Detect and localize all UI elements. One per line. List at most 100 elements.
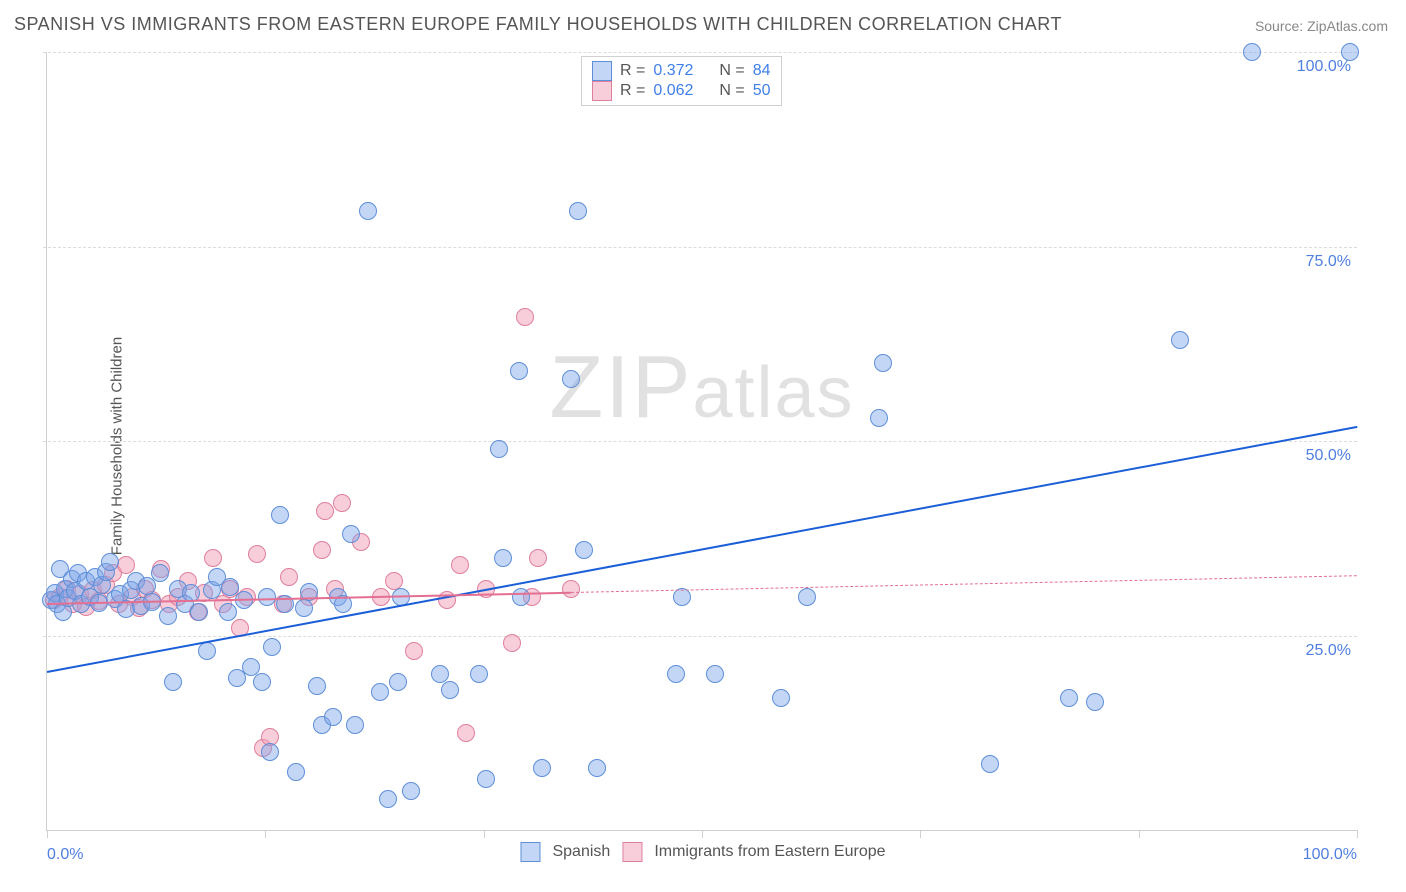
source-label: Source: ZipAtlas.com bbox=[1255, 18, 1388, 34]
n-value: 50 bbox=[753, 82, 771, 100]
scatter-point bbox=[457, 724, 475, 742]
regression-line bbox=[571, 575, 1357, 593]
scatter-point bbox=[313, 541, 331, 559]
correlation-info-box: R = 0.372 N = 84 R = 0.062 N = 50 bbox=[581, 56, 782, 106]
scatter-point bbox=[190, 603, 208, 621]
scatter-point bbox=[588, 759, 606, 777]
scatter-point bbox=[490, 440, 508, 458]
scatter-point bbox=[562, 370, 580, 388]
scatter-point bbox=[510, 362, 528, 380]
scatter-point bbox=[1341, 43, 1359, 61]
scatter-point bbox=[346, 716, 364, 734]
x-tick-label: 100.0% bbox=[1303, 846, 1357, 864]
scatter-point bbox=[512, 588, 530, 606]
r-label: R = bbox=[620, 82, 645, 100]
gridline-h bbox=[43, 52, 1357, 53]
y-tick-label: 25.0% bbox=[1306, 642, 1351, 660]
scatter-point bbox=[441, 681, 459, 699]
scatter-point bbox=[253, 673, 271, 691]
legend-swatch bbox=[622, 842, 642, 862]
scatter-point bbox=[258, 588, 276, 606]
scatter-point bbox=[379, 790, 397, 808]
info-row: R = 0.372 N = 84 bbox=[592, 61, 771, 81]
scatter-point bbox=[529, 549, 547, 567]
legend-label: Immigrants from Eastern Europe bbox=[654, 843, 885, 861]
scatter-point bbox=[389, 673, 407, 691]
scatter-point bbox=[164, 673, 182, 691]
y-tick-label: 100.0% bbox=[1297, 58, 1351, 76]
scatter-point bbox=[271, 506, 289, 524]
legend-swatch bbox=[520, 842, 540, 862]
scatter-point bbox=[870, 409, 888, 427]
scatter-point bbox=[402, 782, 420, 800]
x-tick bbox=[702, 830, 703, 838]
y-tick-label: 75.0% bbox=[1306, 253, 1351, 271]
x-tick bbox=[1139, 830, 1140, 838]
scatter-point bbox=[324, 708, 342, 726]
scatter-point bbox=[151, 564, 169, 582]
n-label: N = bbox=[719, 82, 744, 100]
chart-stage: { "title": "SPANISH VS IMMIGRANTS FROM E… bbox=[0, 0, 1406, 892]
scatter-point bbox=[1243, 43, 1261, 61]
scatter-point bbox=[503, 634, 521, 652]
scatter-point bbox=[772, 689, 790, 707]
scatter-point bbox=[308, 677, 326, 695]
r-value: 0.372 bbox=[653, 62, 693, 80]
scatter-point bbox=[333, 494, 351, 512]
scatter-point bbox=[494, 549, 512, 567]
scatter-point bbox=[470, 665, 488, 683]
scatter-point bbox=[798, 588, 816, 606]
scatter-point bbox=[981, 755, 999, 773]
scatter-plot-area: ZIPatlas 25.0%50.0%75.0%100.0%0.0%100.0% bbox=[46, 52, 1357, 831]
scatter-point bbox=[533, 759, 551, 777]
scatter-point bbox=[101, 553, 119, 571]
scatter-point bbox=[261, 743, 279, 761]
gridline-h bbox=[43, 247, 1357, 248]
scatter-point bbox=[204, 549, 222, 567]
scatter-point bbox=[1086, 693, 1104, 711]
scatter-point bbox=[1060, 689, 1078, 707]
scatter-point bbox=[706, 665, 724, 683]
series-swatch bbox=[592, 81, 612, 101]
scatter-point bbox=[562, 580, 580, 598]
scatter-point bbox=[342, 525, 360, 543]
x-tick bbox=[1357, 830, 1358, 838]
series-legend: Spanish Immigrants from Eastern Europe bbox=[520, 842, 885, 862]
scatter-point bbox=[198, 642, 216, 660]
legend-label: Spanish bbox=[552, 843, 610, 861]
scatter-point bbox=[575, 541, 593, 559]
info-row: R = 0.062 N = 50 bbox=[592, 81, 771, 101]
scatter-point bbox=[451, 556, 469, 574]
scatter-point bbox=[516, 308, 534, 326]
scatter-point bbox=[874, 354, 892, 372]
x-tick bbox=[47, 830, 48, 838]
r-value: 0.062 bbox=[653, 82, 693, 100]
watermark: ZIPatlas bbox=[550, 336, 855, 438]
n-label: N = bbox=[719, 62, 744, 80]
x-tick-label: 0.0% bbox=[47, 846, 83, 864]
r-label: R = bbox=[620, 62, 645, 80]
x-tick bbox=[920, 830, 921, 838]
scatter-point bbox=[159, 607, 177, 625]
scatter-point bbox=[1171, 331, 1189, 349]
n-value: 84 bbox=[753, 62, 771, 80]
scatter-point bbox=[280, 568, 298, 586]
x-tick bbox=[484, 830, 485, 838]
y-tick-label: 50.0% bbox=[1306, 447, 1351, 465]
gridline-h bbox=[43, 441, 1357, 442]
scatter-point bbox=[263, 638, 281, 656]
scatter-point bbox=[248, 545, 266, 563]
scatter-point bbox=[405, 642, 423, 660]
scatter-point bbox=[569, 202, 587, 220]
scatter-point bbox=[477, 770, 495, 788]
scatter-point bbox=[316, 502, 334, 520]
scatter-point bbox=[219, 603, 237, 621]
scatter-point bbox=[287, 763, 305, 781]
x-tick bbox=[265, 830, 266, 838]
series-swatch bbox=[592, 61, 612, 81]
scatter-point bbox=[359, 202, 377, 220]
scatter-point bbox=[295, 599, 313, 617]
scatter-point bbox=[667, 665, 685, 683]
chart-title: SPANISH VS IMMIGRANTS FROM EASTERN EUROP… bbox=[14, 14, 1062, 35]
scatter-point bbox=[371, 683, 389, 701]
